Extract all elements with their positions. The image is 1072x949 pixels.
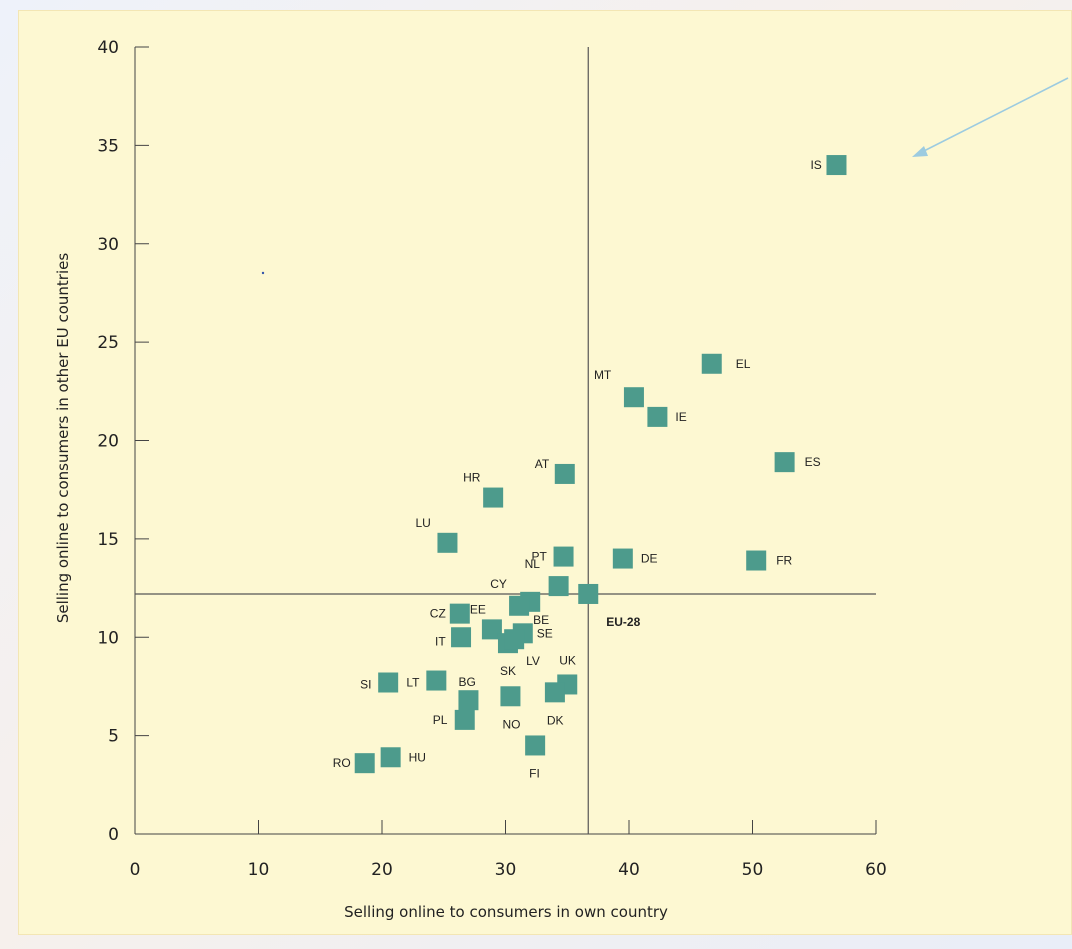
x-tick-label: 0 <box>130 860 141 880</box>
point-label-lt: LT <box>406 676 420 690</box>
point-label-pl: PL <box>433 713 448 727</box>
data-point-pt <box>553 546 574 567</box>
point-label-cy: CY <box>490 577 507 591</box>
data-point-pl <box>454 709 475 730</box>
y-tick-label: 20 <box>97 432 119 452</box>
point-label-lu: LU <box>415 516 430 530</box>
data-point-be <box>509 595 530 616</box>
data-point-ee <box>481 619 502 640</box>
data-point-lu <box>437 532 458 553</box>
data-point-de <box>612 548 633 569</box>
data-point-si <box>378 672 399 693</box>
point-label-is: IS <box>810 158 821 172</box>
y-tick-label: 35 <box>97 136 119 156</box>
point-label-mt: MT <box>594 368 612 382</box>
point-label-nl: NL <box>525 557 541 571</box>
point-label-no: NO <box>502 717 520 731</box>
x-tick-label: 20 <box>371 860 393 880</box>
data-point-fi <box>525 735 546 756</box>
data-point-it <box>451 627 472 648</box>
data-point-cz <box>449 603 470 624</box>
point-label-es: ES <box>805 455 821 469</box>
data-point-eu-28 <box>578 583 599 604</box>
data-point-hu <box>380 747 401 768</box>
point-label-dk: DK <box>547 713 564 727</box>
point-label-ee: EE <box>470 602 486 616</box>
x-tick-label: 50 <box>742 860 764 880</box>
data-point-is <box>826 155 847 176</box>
y-axis-title: Selling online to consumers in other EU … <box>54 253 72 624</box>
labels-layer: IS EL MT IE ES AT HR LU PT DE FR NL CY EU-28 CZ EE BE IT S… <box>333 158 822 780</box>
x-tick-label: 40 <box>618 860 640 880</box>
point-label-ro: RO <box>333 756 351 770</box>
data-point-el <box>701 353 722 374</box>
point-label-se: SE <box>537 626 553 640</box>
point-label-el: EL <box>736 357 751 371</box>
x-tick-label: 10 <box>248 860 270 880</box>
point-label-be: BE <box>533 613 549 627</box>
point-label-uk: UK <box>559 653 576 667</box>
data-point-nl <box>548 576 569 597</box>
y-tick-label: 5 <box>108 727 119 747</box>
y-tick-label: 10 <box>97 628 119 648</box>
reference-lines <box>135 47 876 834</box>
point-label-fi: FI <box>529 766 540 780</box>
data-point-lv <box>504 629 525 650</box>
x-tick-label: 30 <box>495 860 517 880</box>
point-label-lv: LV <box>526 654 540 668</box>
data-point-dk <box>544 682 565 703</box>
chart-panel <box>18 10 1072 935</box>
data-point-mt <box>623 387 644 408</box>
x-axis-title: Selling online to consumers in own count… <box>344 903 668 921</box>
point-label-cz: CZ <box>430 607 446 621</box>
point-label-si: SI <box>360 678 371 692</box>
y-tick-label: 30 <box>97 235 119 255</box>
point-label-de: DE <box>641 552 658 566</box>
data-point-ie <box>647 406 668 427</box>
point-label-eu-28: EU-28 <box>606 615 640 629</box>
annotation-arrow-shaft <box>917 77 1069 155</box>
data-point-lt <box>426 670 447 691</box>
point-label-it: IT <box>435 634 446 648</box>
data-point-bg <box>458 690 479 711</box>
point-label-at: AT <box>535 457 550 471</box>
point-label-hu: HU <box>409 750 426 764</box>
x-tick-label: 60 <box>865 860 887 880</box>
data-point-ro <box>354 753 375 774</box>
y-tick-label: 40 <box>97 38 119 58</box>
axis-layer <box>134 47 876 835</box>
y-tick-label: 25 <box>97 333 119 353</box>
point-label-sk: SK <box>500 664 516 678</box>
y-tick-label: 15 <box>97 530 119 550</box>
point-label-pt: PT <box>532 550 548 564</box>
point-label-bg: BG <box>458 675 475 689</box>
data-point-hr <box>483 487 504 508</box>
tick-layer: 0 10 20 30 40 50 60 0 5 10 15 20 25 30 35 40 <box>97 38 886 880</box>
data-point-at <box>554 463 575 484</box>
y-tick-label: 0 <box>108 825 119 845</box>
point-label-fr: FR <box>776 554 792 568</box>
points-layer <box>354 155 847 774</box>
point-label-ie: IE <box>675 410 686 424</box>
point-label-hr: HR <box>463 471 481 485</box>
data-point-fr <box>746 550 767 571</box>
data-point-no <box>500 686 521 707</box>
stray-dot <box>261 271 265 275</box>
annotation-arrow-head <box>912 146 928 157</box>
data-point-es <box>774 452 795 473</box>
